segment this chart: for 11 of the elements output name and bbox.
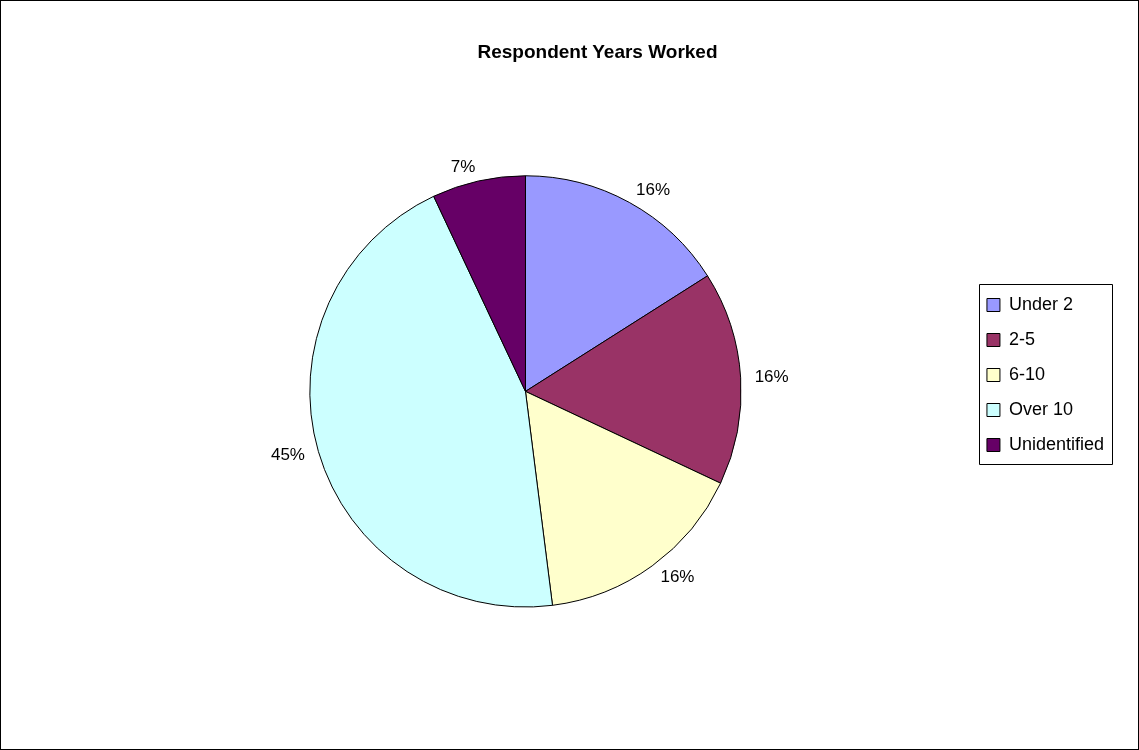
data-label: 16%	[660, 566, 695, 586]
legend-label: 6-10	[1008, 363, 1045, 384]
legend-label: 2-5	[1008, 328, 1035, 349]
legend-label: Unidentified	[1008, 433, 1104, 454]
legend-label: Over 10	[1008, 398, 1073, 419]
data-label: 7%	[450, 156, 476, 176]
chart-title: Respondent Years Worked	[477, 40, 718, 62]
data-label: 16%	[636, 179, 671, 199]
legend-label: Under 2	[1008, 293, 1073, 314]
data-label: 45%	[270, 445, 305, 465]
data-label: 16%	[754, 366, 789, 386]
